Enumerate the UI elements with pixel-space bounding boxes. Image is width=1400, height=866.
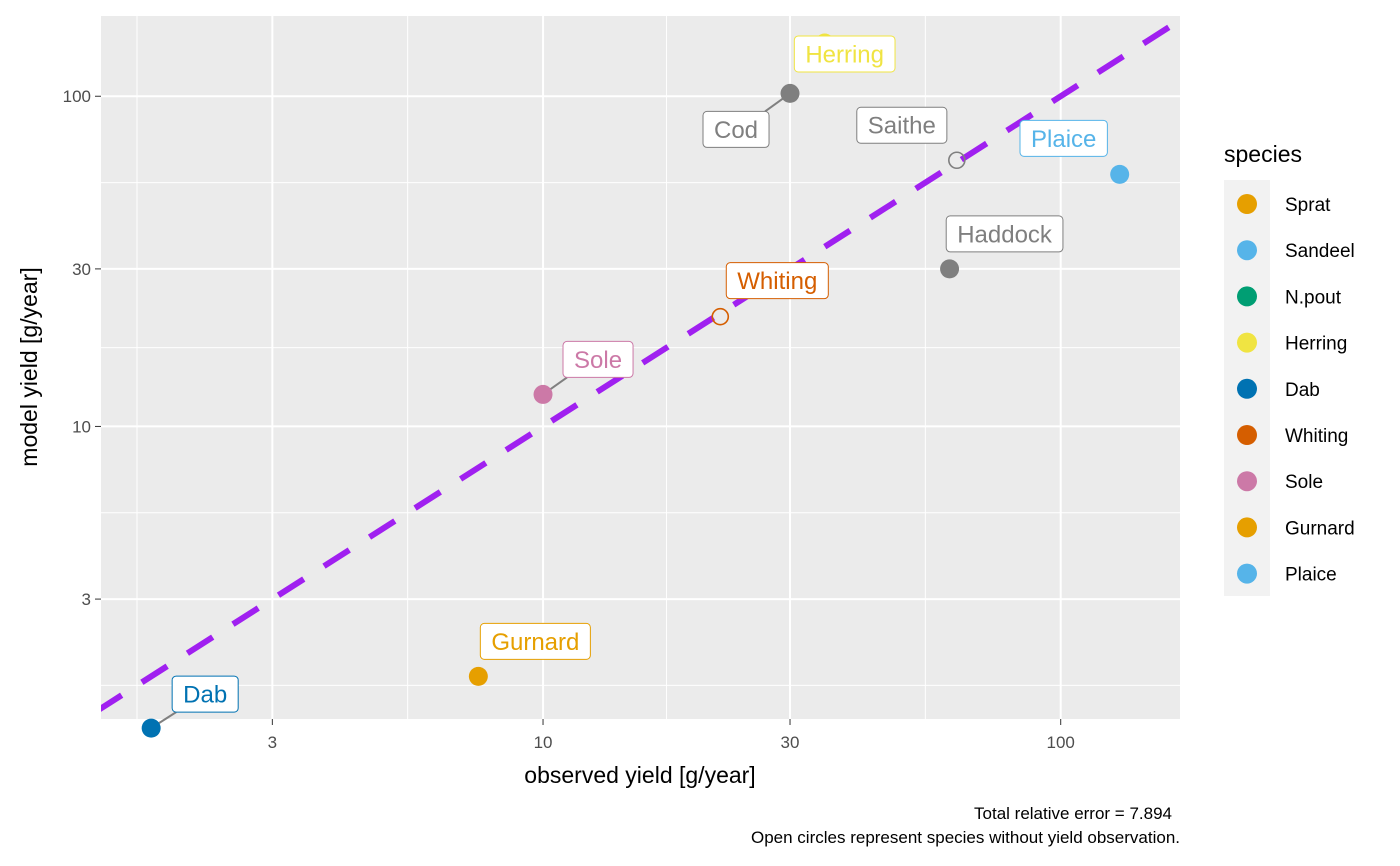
point-label: Cod <box>702 110 770 148</box>
plot-panel <box>101 16 1180 719</box>
legend-label: Sprat <box>1285 195 1331 216</box>
x-tick-label: 10 <box>534 733 553 752</box>
y-tick-label: 30 <box>72 260 91 279</box>
point-label: Saithe <box>856 106 948 144</box>
legend-label: Dab <box>1285 380 1320 401</box>
caption-open-circles-note: Open circles represent species without y… <box>751 828 1180 847</box>
data-point <box>940 259 960 279</box>
legend-entry: Sandeel <box>1237 240 1355 262</box>
legend-key-swatch <box>1237 194 1257 214</box>
legend-key-swatch <box>1237 471 1257 492</box>
reference-line-layer <box>101 16 1180 712</box>
point-label-box <box>171 675 239 713</box>
legend-label: Gurnard <box>1285 518 1355 539</box>
x-tick-label: 3 <box>268 733 277 752</box>
legend-label: Sandeel <box>1285 241 1355 262</box>
legend-entry: Dab <box>1237 378 1320 401</box>
legend-entry: Herring <box>1237 332 1347 355</box>
legend: species Sprat Sandeel N.pout Herring Dab Whit… <box>1224 141 1355 596</box>
y-tick-label: 10 <box>72 417 91 436</box>
point-label-box <box>725 262 829 300</box>
data-point <box>1110 164 1130 184</box>
point-label-text: Saithe <box>868 113 936 140</box>
point-label: Gurnard <box>479 622 591 660</box>
point-label-box <box>1019 119 1108 157</box>
point-label-text: Dab <box>183 682 227 709</box>
legend-entries: Sprat Sandeel N.pout Herring Dab Whiting Sole G… <box>1237 194 1355 586</box>
legend-entry: Whiting <box>1237 425 1348 447</box>
legend-label: Herring <box>1285 334 1347 355</box>
identity-reference-line <box>101 16 1180 712</box>
point-label-text: Plaice <box>1031 126 1096 153</box>
legend-key-swatch <box>1237 240 1257 261</box>
point-label-box <box>793 35 896 73</box>
y-tick-label: 100 <box>63 87 91 106</box>
point-label-text: Herring <box>805 41 884 68</box>
point-label-box <box>479 622 591 660</box>
legend-key-swatch <box>1237 378 1257 399</box>
legend-key-swatch <box>1237 425 1257 445</box>
point-label: Whiting <box>725 262 829 300</box>
point-label-text: Whiting <box>737 268 817 295</box>
legend-entry: Gurnard <box>1237 517 1355 539</box>
data-point <box>533 384 553 404</box>
point-label: Sole <box>562 340 634 378</box>
y-axis-ticks: 3 10 30 100 <box>63 87 101 609</box>
x-tick-label: 100 <box>1047 733 1075 752</box>
caption-relative-error: Total relative error = 7.894 <box>974 804 1172 823</box>
legend-label: Sole <box>1285 472 1323 493</box>
point-label: Herring <box>793 35 896 73</box>
point-labels: Herring Cod Saithe Plaice Haddock Whiting Sole… <box>171 35 1108 713</box>
point-label-text: Gurnard <box>491 629 579 656</box>
legend-label: N.pout <box>1285 287 1342 308</box>
point-label: Plaice <box>1019 119 1108 157</box>
legend-entry: N.pout <box>1237 286 1342 308</box>
major-gridlines <box>101 16 1180 719</box>
point-label-text: Haddock <box>957 221 1053 248</box>
y-axis-title: model yield [g/year] <box>16 267 42 466</box>
legend-key-swatch <box>1237 517 1257 538</box>
legend-entry: Sole <box>1237 471 1323 493</box>
data-point <box>468 666 488 686</box>
data-point-open <box>948 151 966 170</box>
point-label-box <box>702 110 770 148</box>
y-tick-label: 3 <box>82 590 91 609</box>
legend-title: species <box>1224 141 1302 167</box>
data-point <box>780 83 800 103</box>
x-axis-title: observed yield [g/year] <box>524 762 755 788</box>
legend-key-swatch <box>1237 563 1257 584</box>
x-axis-ticks: 3 10 30 100 <box>268 719 1075 752</box>
point-label: Haddock <box>945 215 1064 253</box>
point-label: Dab <box>171 675 239 713</box>
legend-entry: Sprat <box>1237 194 1331 216</box>
point-label-box <box>856 106 948 144</box>
legend-label: Plaice <box>1285 565 1337 586</box>
point-label-text: Sole <box>574 347 622 374</box>
data-point-open <box>711 307 730 326</box>
legend-key-swatch <box>1237 286 1257 307</box>
legend-label: Whiting <box>1285 426 1348 447</box>
data-point <box>141 718 161 738</box>
legend-entry: Plaice <box>1237 563 1337 586</box>
point-label-box <box>562 340 634 378</box>
x-tick-label: 30 <box>781 733 800 752</box>
point-label-text: Cod <box>714 117 758 144</box>
point-label-box <box>945 215 1064 253</box>
legend-key-swatch <box>1237 332 1257 353</box>
